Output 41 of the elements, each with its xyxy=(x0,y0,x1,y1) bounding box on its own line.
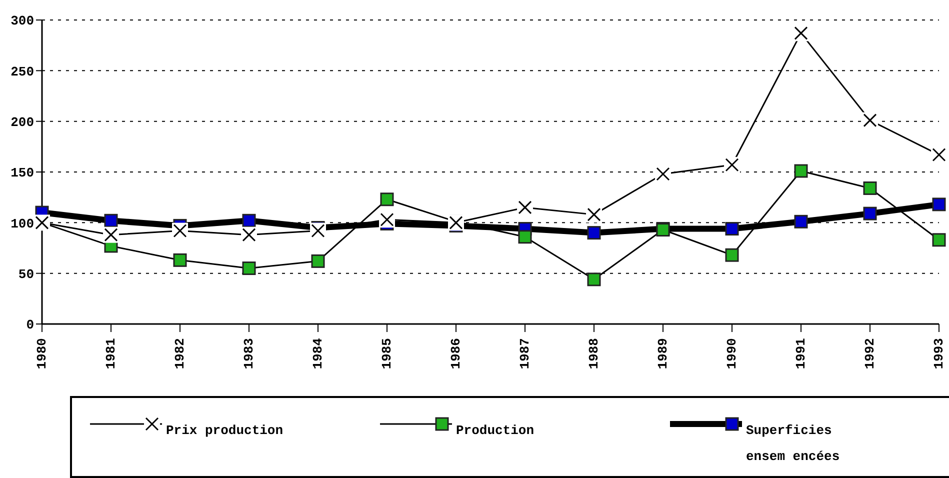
point xyxy=(380,192,394,206)
point xyxy=(932,233,946,247)
x-tick-label: 1980 xyxy=(34,338,50,370)
x-tick-label: 1986 xyxy=(448,338,464,370)
point xyxy=(242,262,256,276)
y-tick-label: 200 xyxy=(10,114,34,130)
point xyxy=(518,230,532,244)
point xyxy=(173,253,187,267)
legend-label: Prix production xyxy=(166,422,284,440)
x-tick-label: 1982 xyxy=(172,338,188,370)
x-tick-label: 1989 xyxy=(656,338,670,370)
point xyxy=(932,198,946,212)
x-tick-label: 1992 xyxy=(862,338,878,370)
point xyxy=(587,226,601,240)
point xyxy=(725,248,739,262)
legend-label: Production xyxy=(456,422,536,440)
point xyxy=(311,254,325,268)
point xyxy=(587,272,601,286)
x-tick-label: 1990 xyxy=(724,338,740,370)
y-tick-label: 250 xyxy=(10,64,34,80)
point xyxy=(863,206,877,220)
point xyxy=(725,222,739,236)
x-tick-label: 1993 xyxy=(932,338,946,370)
legend-label: Superficies ensem encées xyxy=(746,422,841,466)
x-tick-label: 1991 xyxy=(794,338,808,370)
y-tick-label: 0 xyxy=(26,318,34,333)
x-tick-label: 1987 xyxy=(518,338,532,370)
y-tick-label: 50 xyxy=(18,266,34,282)
x-tick-label: 1981 xyxy=(104,338,118,370)
point xyxy=(242,214,256,228)
y-tick-label: 100 xyxy=(10,216,34,232)
point xyxy=(794,214,808,228)
y-tick-label: 150 xyxy=(10,166,34,181)
point xyxy=(863,181,877,195)
x-tick-label: 1983 xyxy=(242,338,256,370)
x-tick-label: 1984 xyxy=(310,338,326,370)
y-tick-label: 300 xyxy=(10,14,34,29)
x-tick-label: 1988 xyxy=(586,338,602,370)
x-tick-label: 1985 xyxy=(380,338,394,370)
point xyxy=(794,164,808,178)
point xyxy=(104,214,118,228)
